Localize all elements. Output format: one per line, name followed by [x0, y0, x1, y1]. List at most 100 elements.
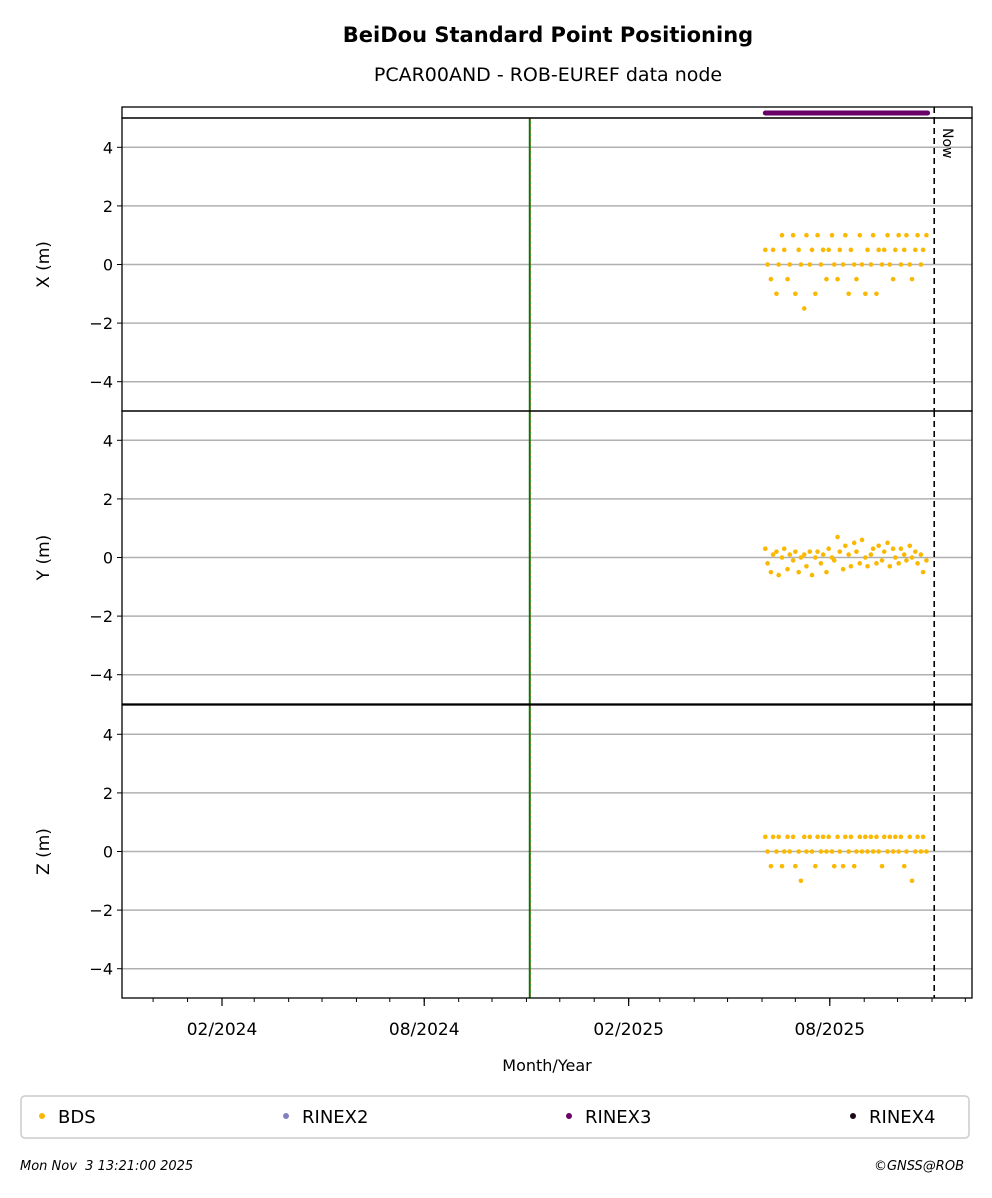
- data-point-z: [865, 849, 870, 854]
- data-point-z: [901, 863, 907, 869]
- data-point-x: [854, 276, 859, 282]
- data-point-x: [868, 262, 874, 267]
- data-point-x: [863, 291, 868, 297]
- data-point-z: [879, 863, 885, 869]
- data-point-x: [798, 262, 804, 267]
- data-point-z: [796, 849, 801, 854]
- data-point-x: [815, 232, 820, 238]
- y-tick-label: 4: [103, 138, 113, 157]
- data-point-y: [809, 572, 815, 578]
- data-point-y: [807, 549, 813, 554]
- y-axis-label: Z (m): [34, 828, 54, 875]
- data-point-z: [818, 849, 824, 854]
- data-point-y: [793, 549, 798, 554]
- data-point-z: [885, 849, 890, 854]
- data-point-x: [826, 247, 831, 253]
- data-point-y: [779, 555, 785, 560]
- data-point-y: [857, 561, 863, 566]
- data-point-z: [804, 849, 809, 854]
- data-point-y: [818, 561, 824, 566]
- data-point-z: [868, 834, 874, 840]
- data-point-z: [785, 834, 790, 840]
- data-point-y: [813, 555, 818, 560]
- data-point-z: [826, 834, 831, 840]
- data-point-x: [809, 247, 815, 253]
- x-tick-label: 02/2025: [593, 1020, 664, 1040]
- data-point-x: [907, 262, 913, 267]
- data-point-y: [765, 561, 770, 566]
- x-tick-label: 08/2025: [794, 1020, 865, 1040]
- data-point-x: [848, 247, 854, 253]
- data-point-x: [893, 247, 898, 253]
- data-point-x: [896, 232, 901, 238]
- data-point-y: [859, 537, 865, 543]
- data-point-z: [896, 849, 901, 854]
- data-point-x: [793, 291, 798, 297]
- data-point-x: [804, 232, 809, 238]
- legend-label-rinex4: RINEX4: [869, 1107, 935, 1128]
- data-point-z: [770, 834, 776, 840]
- panel-frame: [121, 410, 973, 705]
- now-label: Now: [939, 128, 955, 159]
- data-point-x: [843, 232, 848, 238]
- data-point-y: [915, 561, 920, 566]
- data-point-x: [924, 232, 929, 238]
- data-point-z: [857, 834, 863, 840]
- y-tick-label: 0: [103, 256, 113, 275]
- data-point-z: [807, 834, 813, 840]
- y-tick-label: −4: [89, 960, 113, 979]
- data-point-x: [918, 262, 924, 267]
- data-point-z: [768, 863, 774, 869]
- data-point-x: [779, 232, 785, 238]
- y-tick-label: −2: [89, 607, 113, 626]
- data-point-x: [857, 232, 863, 238]
- data-point-z: [846, 849, 851, 854]
- data-point-x: [898, 262, 904, 267]
- data-point-y: [820, 552, 826, 557]
- data-point-x: [913, 247, 918, 253]
- data-point-y: [865, 563, 870, 569]
- y-tick-label: −4: [89, 666, 113, 685]
- data-point-y: [876, 543, 881, 549]
- data-point-y: [898, 546, 904, 552]
- data-point-z: [765, 849, 770, 854]
- data-point-y: [801, 552, 807, 557]
- panel-x: 4 2 0 −2 −4 X (m): [34, 117, 973, 412]
- data-point-z: [924, 849, 929, 854]
- data-point-z: [907, 834, 913, 840]
- data-point-z: [840, 863, 846, 869]
- panel-frame: [121, 704, 973, 999]
- legend-marker-rinex3: [566, 1113, 572, 1119]
- data-point-x: [890, 276, 896, 282]
- data-point-y: [804, 563, 809, 569]
- chart-title: BeiDou Standard Point Positioning: [343, 23, 753, 47]
- y-tick-label: 4: [103, 725, 113, 744]
- data-point-x: [885, 232, 890, 238]
- data-point-y: [848, 563, 854, 569]
- data-point-z: [854, 849, 859, 854]
- data-point-y: [835, 534, 840, 540]
- data-point-z: [801, 834, 807, 840]
- data-point-y: [787, 552, 793, 557]
- x-tick-label: 02/2024: [187, 1020, 258, 1040]
- data-point-y: [881, 549, 887, 554]
- data-point-y: [781, 546, 787, 552]
- chart-subtitle: PCAR00AND - ROB-EUREF data node: [374, 64, 722, 86]
- data-point-z: [815, 834, 820, 840]
- data-point-x: [879, 262, 885, 267]
- data-point-y: [874, 561, 879, 566]
- data-point-z: [793, 863, 798, 869]
- data-point-z: [813, 863, 818, 869]
- data-point-x: [904, 232, 909, 238]
- data-point-x: [859, 262, 865, 267]
- data-point-z: [837, 849, 843, 854]
- data-point-x: [790, 232, 796, 238]
- data-point-z: [874, 834, 879, 840]
- y-tick-label: 0: [103, 549, 113, 568]
- data-point-y: [776, 572, 781, 578]
- legend-marker-bds: [39, 1113, 45, 1119]
- data-point-y: [831, 558, 837, 563]
- data-point-x: [781, 247, 787, 253]
- timestamp: Mon Nov 3 13:21:00 2025: [20, 1159, 193, 1174]
- data-point-y: [913, 549, 918, 554]
